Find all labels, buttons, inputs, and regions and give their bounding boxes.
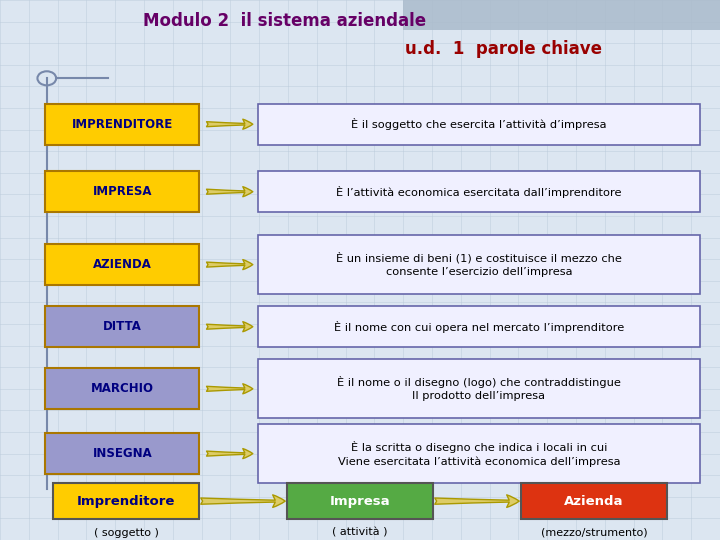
FancyBboxPatch shape <box>258 104 700 145</box>
Text: MARCHIO: MARCHIO <box>91 382 154 395</box>
FancyBboxPatch shape <box>45 368 199 409</box>
Text: È il soggetto che esercita l’attività d’impresa: È il soggetto che esercita l’attività d’… <box>351 118 606 130</box>
FancyBboxPatch shape <box>521 483 667 519</box>
FancyBboxPatch shape <box>287 483 433 519</box>
Text: Impresa: Impresa <box>330 495 390 508</box>
FancyBboxPatch shape <box>45 104 199 145</box>
Text: AZIENDA: AZIENDA <box>93 258 152 271</box>
Text: Imprenditore: Imprenditore <box>77 495 175 508</box>
Text: INSEGNA: INSEGNA <box>93 447 152 460</box>
Text: IMPRENDITORE: IMPRENDITORE <box>72 118 173 131</box>
Bar <box>403 0 720 30</box>
Text: Modulo 2  il sistema aziendale: Modulo 2 il sistema aziendale <box>143 11 426 30</box>
FancyBboxPatch shape <box>258 171 700 212</box>
Text: È un insieme di beni (1) e costituisce il mezzo che
consente l’esercizio dell’im: È un insieme di beni (1) e costituisce i… <box>336 252 622 277</box>
Text: ( soggetto ): ( soggetto ) <box>94 528 158 538</box>
FancyBboxPatch shape <box>258 235 700 294</box>
Text: ( attività ): ( attività ) <box>332 528 388 538</box>
Text: È il nome o il disegno (logo) che contraddistingue
Il prodotto dell’impresa: È il nome o il disegno (logo) che contra… <box>337 376 621 401</box>
FancyBboxPatch shape <box>53 483 199 519</box>
FancyBboxPatch shape <box>45 306 199 347</box>
Text: DITTA: DITTA <box>103 320 142 333</box>
FancyBboxPatch shape <box>45 171 199 212</box>
FancyBboxPatch shape <box>258 306 700 347</box>
Text: IMPRESA: IMPRESA <box>93 185 152 198</box>
FancyBboxPatch shape <box>258 360 700 418</box>
FancyBboxPatch shape <box>45 244 199 285</box>
FancyBboxPatch shape <box>45 433 199 474</box>
Text: È la scritta o disegno che indica i locali in cui
Viene esercitata l’attività ec: È la scritta o disegno che indica i loca… <box>338 441 620 467</box>
Text: È l’attività economica esercitata dall’imprenditore: È l’attività economica esercitata dall’i… <box>336 186 621 198</box>
Text: u.d.  1  parole chiave: u.d. 1 parole chiave <box>405 39 603 58</box>
FancyBboxPatch shape <box>258 424 700 483</box>
Text: È il nome con cui opera nel mercato l’imprenditore: È il nome con cui opera nel mercato l’im… <box>333 321 624 333</box>
Text: Azienda: Azienda <box>564 495 624 508</box>
Text: (mezzo/strumento): (mezzo/strumento) <box>541 528 647 538</box>
